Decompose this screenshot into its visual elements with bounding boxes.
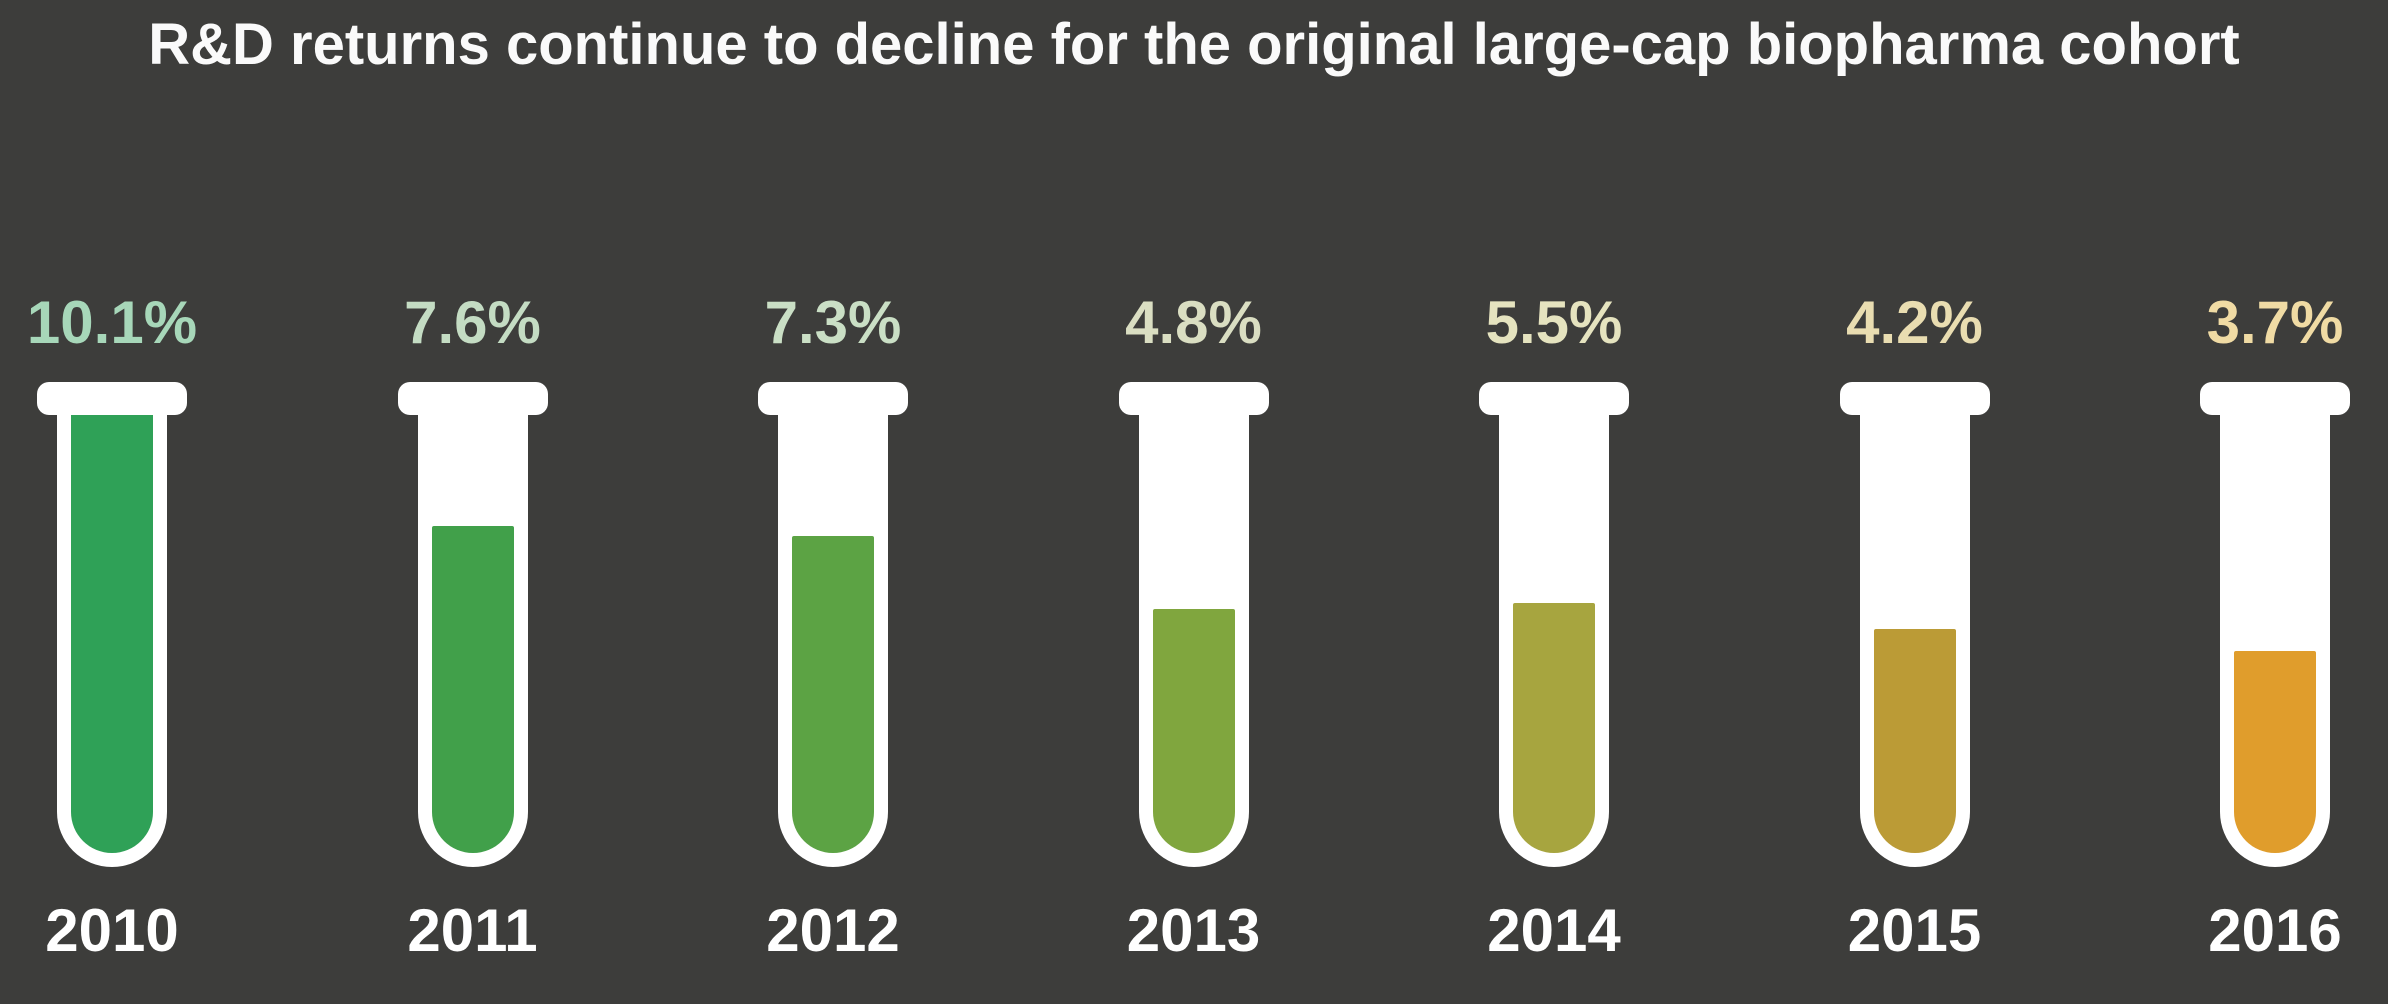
tube-glass [1859,397,1970,867]
value-label: 7.3% [764,289,902,356]
year-label: 2014 [1487,897,1621,964]
test-tube-icon [373,382,573,867]
tube-glass [1138,397,1249,867]
tube-rim [758,382,908,415]
chart-header: R&D returns continue to decline for the … [0,10,2388,80]
test-tube-icon [2175,382,2375,867]
tube-fill [792,536,874,853]
year-label: 2011 [407,897,538,964]
tube-glass [1499,397,1609,867]
test-tube-icon [733,382,933,867]
year-label: 2013 [1126,897,1261,964]
tube-glass [778,397,888,867]
value-label: 5.5% [1485,289,1623,356]
tube-fill [1873,629,1956,853]
tube-rim [397,382,548,415]
year-label: 2015 [1847,897,1982,964]
tube-rim [2200,382,2350,415]
tube-glass [2220,397,2330,867]
tube-fill [1152,609,1235,853]
value-label: 10.1% [26,289,198,356]
year-label: 2010 [45,897,179,964]
tube-fill [2234,651,2316,853]
tube-column: 4.8% 2013 [1094,288,1294,967]
tube-column: 7.6% 2011 [373,288,573,967]
year-label: 2012 [766,897,900,964]
chart-title: R&D returns continue to decline for the … [148,12,2240,77]
tube-fill [431,526,514,853]
tube-rim [1839,382,1990,415]
tube-rim [1479,382,1629,415]
test-tube-icon [1094,382,1294,867]
tube-rim [37,382,187,415]
year-label: 2016 [2208,897,2342,964]
tube-rim [1118,382,1269,415]
tube-column: 10.1% 2010 [12,288,212,967]
value-label: 4.8% [1125,289,1262,356]
test-tube-icon [1815,382,2015,867]
tube-column: 5.5% 2014 [1454,288,1654,967]
chart-area: 10.1% 2010 7.6% 2011 7.3% 2012 4.8% [0,288,2388,967]
tube-column: 3.7% 2016 [2175,288,2375,967]
tube-fill [71,413,153,853]
tube-glass [57,397,167,867]
test-tube-icon [12,382,212,867]
value-label: 7.6% [404,289,541,356]
tube-glass [417,397,528,867]
value-label: 3.7% [2206,289,2344,356]
tube-fill [1513,603,1595,853]
value-label: 4.2% [1846,289,1983,356]
test-tube-icon [1454,382,1654,867]
tube-column: 7.3% 2012 [733,288,933,967]
tube-column: 4.2% 2015 [1815,288,2015,967]
